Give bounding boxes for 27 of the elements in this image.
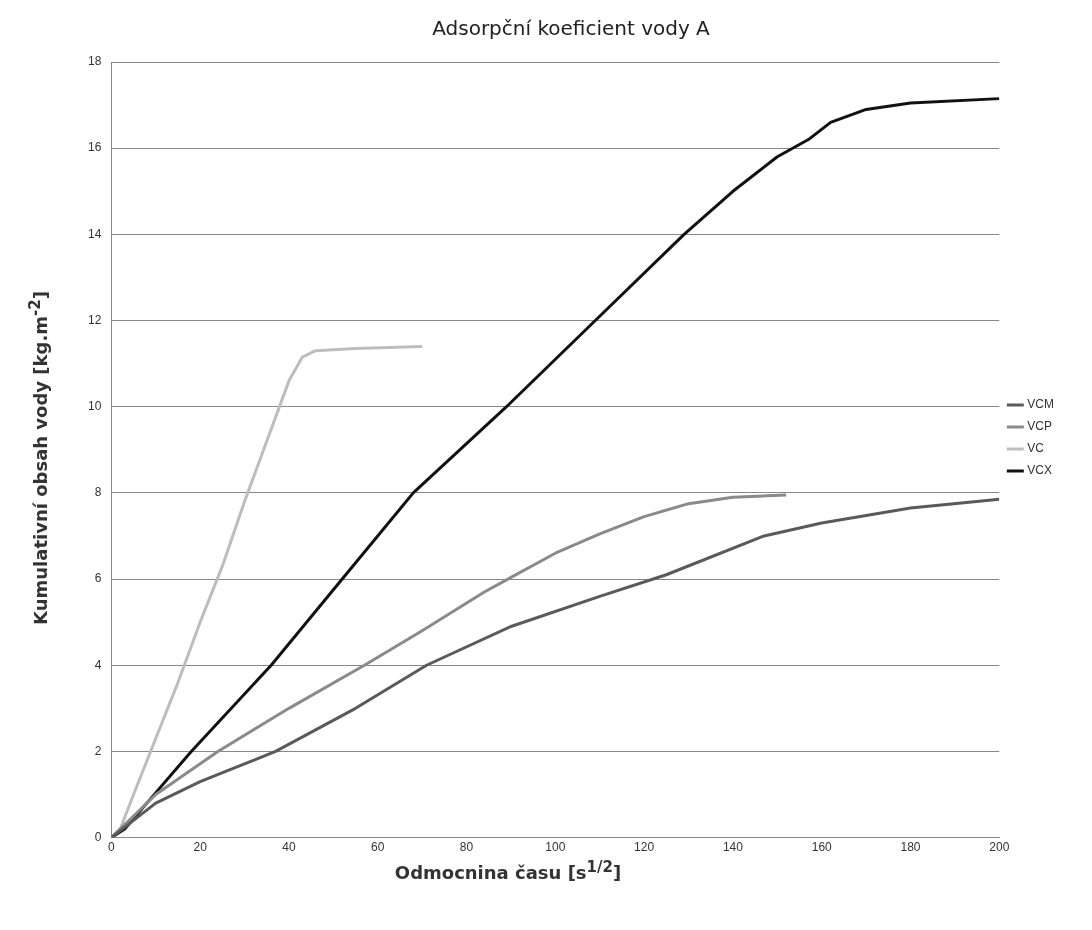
y-tick-label: 0	[94, 829, 102, 844]
x-tick-label: 0	[108, 840, 115, 855]
y-tick-label: 12	[87, 312, 102, 327]
y-tick-label: 18	[87, 54, 102, 69]
x-tick-label: 40	[282, 840, 296, 855]
y-tick-label: 4	[94, 657, 102, 672]
y-tick-label: 2	[94, 743, 102, 758]
y-tick-label: 16	[87, 140, 102, 155]
legend-label: VCP	[1027, 419, 1053, 434]
x-tick-label: 80	[459, 840, 474, 855]
legend-label: VC	[1027, 441, 1045, 456]
x-tick-label: 200	[989, 840, 1010, 855]
y-tick-label: 6	[94, 571, 102, 586]
legend-label: VCX	[1027, 463, 1053, 478]
chart-title: Adsorpční koeficient vody A	[432, 16, 711, 41]
x-axis-title: Odmocnina času [s$^{1/2}$]	[393, 858, 623, 883]
x-tick-label: 20	[193, 840, 208, 855]
x-tick-label: 180	[900, 840, 921, 855]
x-tick-label: 60	[371, 840, 385, 855]
x-tick-label: 140	[722, 840, 744, 855]
legend-label: VCM	[1027, 397, 1055, 412]
y-tick-label: 8	[94, 485, 102, 500]
x-tick-label: 120	[634, 840, 655, 855]
y-tick-label: 14	[87, 226, 102, 241]
y-tick-label: 10	[87, 399, 102, 414]
x-tick-label: 160	[811, 840, 833, 855]
x-tick-label: 100	[545, 840, 566, 855]
